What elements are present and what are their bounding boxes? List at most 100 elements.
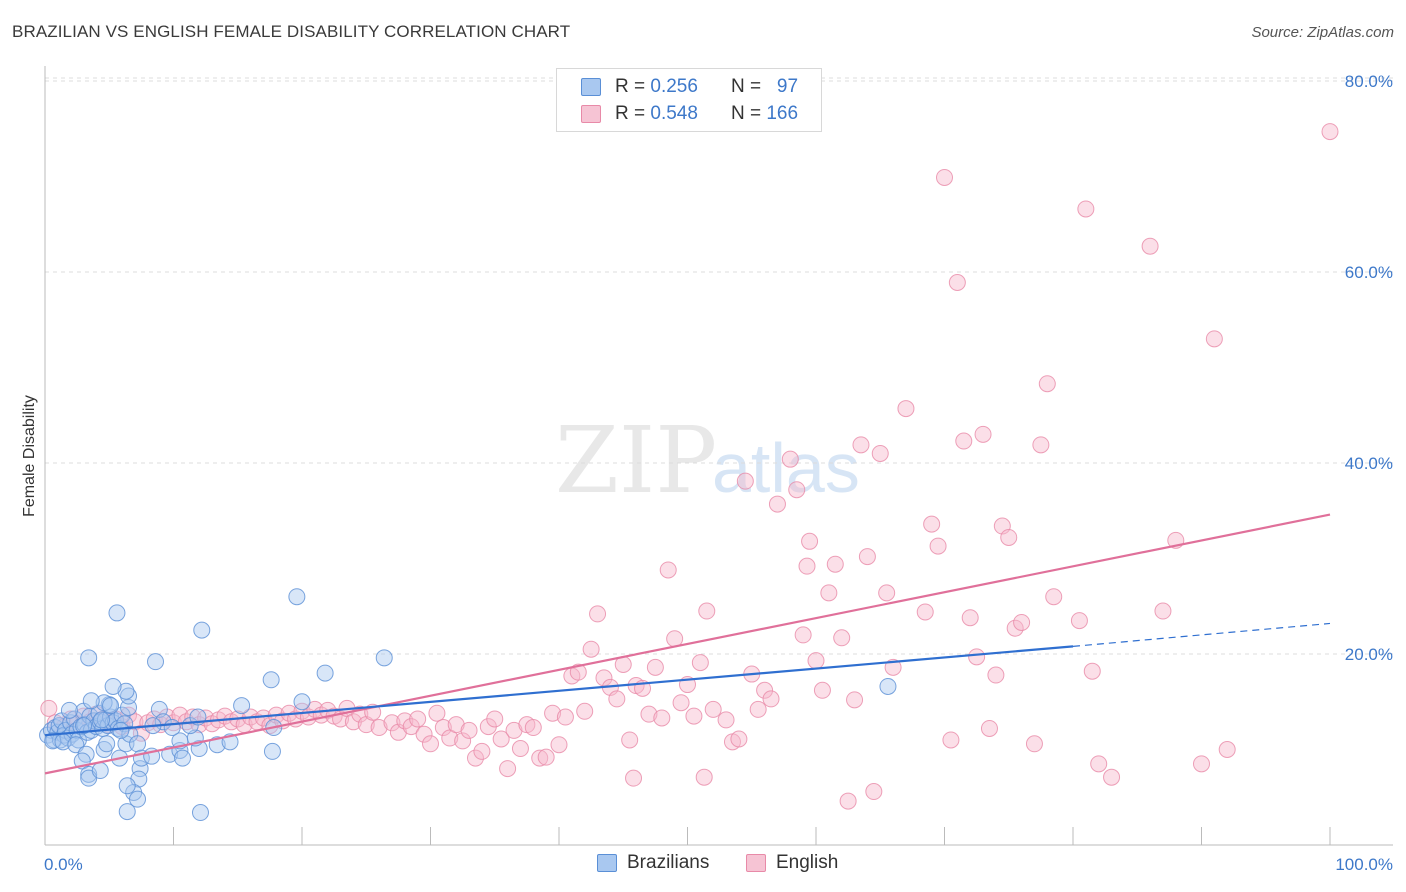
source-label: Source: ZipAtlas.com [1251, 24, 1394, 41]
data-point [749, 700, 767, 718]
data-point [409, 710, 427, 728]
data-point [685, 707, 703, 725]
legend-item-english[interactable]: English [746, 852, 838, 874]
data-point [942, 731, 960, 749]
data-point [672, 694, 690, 712]
data-point [473, 742, 491, 760]
data-point [1154, 602, 1172, 620]
y-tick-label: 60.0% [1345, 263, 1393, 282]
data-point [60, 701, 78, 719]
data-point [370, 719, 388, 737]
y-axis-label: Female Disability [21, 395, 38, 517]
data-point [129, 790, 147, 808]
data-point [161, 745, 179, 763]
x-tick-label: 0.0% [44, 855, 83, 874]
brazilian-points [39, 588, 897, 822]
series-legend: Brazilians English [0, 852, 1406, 878]
chart-title: BRAZILIAN VS ENGLISH FEMALE DISABILITY C… [12, 22, 571, 41]
data-point [798, 557, 816, 575]
data-point [108, 604, 126, 622]
data-point [118, 803, 136, 821]
data-point [117, 735, 135, 753]
data-point [813, 681, 831, 699]
watermark-zip: ZIP [555, 407, 717, 514]
data-point [91, 762, 109, 780]
data-point [987, 666, 1005, 684]
data-point [589, 605, 607, 623]
data-point [1006, 619, 1024, 637]
data-point [801, 532, 819, 550]
data-point [948, 274, 966, 292]
data-point [1103, 768, 1121, 786]
legend-item-brazilians[interactable]: Brazilians [597, 852, 709, 874]
legend-swatch-pink [746, 854, 766, 872]
data-point [1025, 735, 1043, 753]
data-point [40, 699, 58, 717]
data-point [936, 168, 953, 186]
legend-row-english: R = 0.548 N = 166 [581, 101, 798, 127]
data-point [695, 768, 713, 786]
data-point [717, 711, 735, 729]
legend-n-value: 97 [776, 76, 799, 97]
data-point [974, 425, 992, 443]
data-point [756, 681, 774, 699]
data-point [422, 735, 439, 753]
data-point [190, 740, 208, 758]
data-point [82, 692, 100, 710]
legend-n-label: N = [730, 76, 762, 97]
data-point [129, 735, 147, 753]
data-point [897, 400, 915, 418]
data-point [383, 714, 401, 732]
data-point [582, 640, 600, 658]
data-point [120, 687, 138, 705]
data-point [93, 711, 111, 729]
data-point [1083, 662, 1101, 680]
legend-r-value: 0.548 [650, 103, 698, 124]
data-point [75, 717, 93, 735]
data-point [233, 697, 251, 715]
data-point [878, 584, 896, 602]
data-point [375, 649, 393, 667]
data-point [961, 609, 979, 627]
data-point [781, 450, 799, 468]
legend-r-value: 0.256 [650, 76, 698, 97]
legend-n-value: 166 [766, 103, 799, 124]
data-point [1193, 755, 1210, 773]
x-tick-label: 100.0% [1335, 855, 1393, 874]
data-point [102, 697, 120, 715]
data-point [293, 693, 311, 711]
data-point [460, 721, 478, 739]
data-point [466, 749, 484, 767]
legend-row-brazilians: R = 0.256 N = 97 [581, 74, 798, 100]
data-point [980, 719, 998, 737]
data-point [923, 515, 941, 533]
data-point [762, 690, 780, 708]
data-point [112, 721, 130, 739]
y-tick-label: 80.0% [1345, 72, 1393, 91]
data-point [820, 584, 838, 602]
data-point [163, 719, 181, 737]
data-point [537, 748, 555, 766]
data-point [704, 700, 722, 718]
y-tick-label: 20.0% [1345, 645, 1393, 664]
data-point [434, 719, 452, 737]
data-point [852, 436, 870, 454]
trend-lines [44, 513, 1331, 775]
data-point [147, 653, 165, 671]
data-point [1038, 375, 1056, 393]
data-point [98, 735, 116, 753]
data-point [550, 736, 568, 754]
data-point [879, 677, 897, 695]
data-point [556, 708, 574, 726]
data-point [511, 740, 529, 758]
data-point [263, 742, 281, 760]
data-point [1032, 436, 1050, 454]
data-point [736, 472, 754, 490]
tick-labels: 20.0% 40.0% 60.0% 80.0% 0.0% 100.0% [44, 72, 1393, 874]
data-point [524, 719, 542, 737]
data-point [846, 691, 864, 709]
data-point [486, 710, 504, 728]
legend-label-brazilians: Brazilians [627, 852, 710, 873]
data-point [262, 671, 280, 689]
